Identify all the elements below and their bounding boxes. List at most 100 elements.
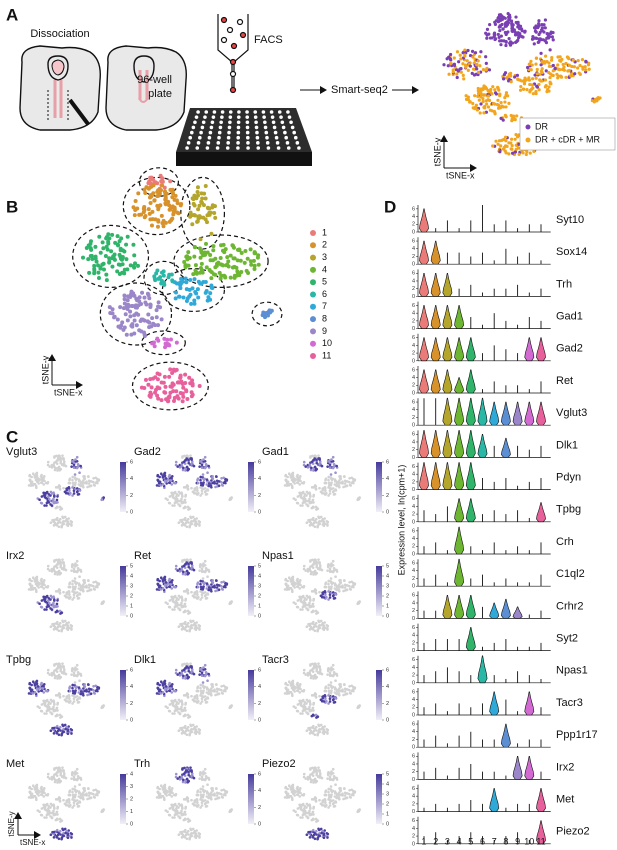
well	[265, 141, 270, 145]
cell-dot	[348, 483, 352, 487]
cell-dot	[71, 691, 75, 695]
well	[189, 130, 194, 135]
cell-dot	[547, 61, 551, 65]
cell-dot	[155, 796, 159, 799]
cell-dot	[153, 278, 158, 283]
cell-dot	[71, 478, 74, 482]
cell-dot	[207, 692, 210, 696]
cell-dot	[164, 480, 167, 484]
cell-dot	[78, 488, 81, 492]
cell-dot	[298, 477, 301, 480]
cell-dot	[29, 689, 33, 693]
cell-dot	[205, 250, 210, 255]
cell-dot	[318, 624, 321, 627]
cell-dot	[333, 478, 337, 481]
cell-dot	[107, 305, 112, 310]
cell-dot	[64, 623, 67, 627]
cell-dot	[70, 732, 73, 735]
cell-dot	[182, 590, 186, 593]
cell-dot	[328, 466, 332, 470]
cell-dot	[188, 210, 193, 215]
well	[236, 130, 241, 135]
cell-dot	[228, 275, 233, 280]
colorbar-tick-label: 6	[386, 667, 389, 673]
cell-dot	[79, 794, 83, 797]
cell-dot	[28, 790, 32, 794]
cell-dot	[283, 588, 287, 591]
cell-dot	[309, 466, 313, 470]
cell-dot	[62, 566, 65, 570]
cell-dot	[202, 793, 205, 796]
cell-dot	[182, 460, 186, 464]
cell-dot	[74, 581, 77, 585]
well	[210, 120, 215, 125]
cell-dot	[463, 53, 467, 57]
cell-dot	[184, 521, 188, 525]
cell-dot	[41, 687, 45, 690]
well	[220, 115, 224, 119]
cell-dot	[504, 105, 508, 109]
cell-dot	[174, 481, 177, 485]
cell-dot	[58, 696, 62, 699]
cell-dot	[317, 558, 320, 561]
cell-dot	[62, 486, 65, 490]
well	[295, 141, 300, 145]
cell-dot	[46, 585, 49, 589]
legend-swatch	[525, 124, 531, 130]
cell-dot	[163, 345, 168, 350]
cell-dot	[342, 693, 345, 697]
cell-dot	[289, 483, 293, 486]
cell-dot	[125, 234, 130, 239]
cell-dot	[534, 62, 538, 66]
cell-dot	[74, 689, 77, 692]
cell-dot	[343, 583, 347, 587]
cell-dot	[348, 685, 351, 688]
cell-dot	[483, 93, 487, 97]
cell-dot	[517, 152, 521, 157]
cell-dot	[68, 793, 72, 797]
cell-dot	[110, 307, 115, 312]
cell-dot	[192, 727, 195, 731]
cell-dot	[529, 68, 533, 72]
cell-dot	[205, 483, 209, 486]
cell-dot	[203, 290, 208, 295]
cell-dot	[178, 283, 183, 288]
cell-dot	[157, 689, 161, 693]
cell-dot	[547, 70, 551, 75]
cell-dot	[168, 703, 172, 706]
cell-dot	[171, 382, 176, 387]
cell-dot	[203, 802, 207, 806]
cell-dot	[318, 462, 321, 466]
cell-dot	[308, 601, 311, 605]
cell-dot	[61, 515, 64, 519]
cell-dot	[292, 601, 296, 604]
cell-dot	[206, 783, 209, 787]
colorbar	[120, 774, 126, 824]
cell-dot	[175, 495, 178, 499]
cell-dot	[317, 515, 320, 519]
cell-dot	[184, 506, 187, 509]
cell-dot	[184, 813, 187, 816]
cell-dot	[535, 72, 540, 76]
cell-dot	[181, 394, 186, 399]
cell-dot	[213, 480, 216, 483]
cell-dot	[466, 48, 470, 53]
legend-swatch	[310, 242, 316, 249]
cell-dot	[71, 683, 75, 687]
cell-dot	[63, 515, 67, 519]
cell-dot	[43, 597, 47, 600]
cell-dot	[471, 55, 475, 59]
cell-dot	[192, 568, 196, 572]
cell-dot	[207, 672, 210, 676]
cell-dot	[124, 257, 129, 262]
cell-dot	[52, 809, 55, 813]
cell-dot	[183, 558, 186, 562]
cell-dot	[43, 608, 46, 611]
well	[274, 135, 279, 140]
cell-dot	[324, 593, 327, 597]
cell-dot	[207, 690, 211, 693]
cell-dot	[157, 481, 161, 485]
well	[263, 120, 267, 125]
cell-dot	[512, 114, 516, 118]
colorbar-tick-label: 4	[258, 684, 261, 690]
